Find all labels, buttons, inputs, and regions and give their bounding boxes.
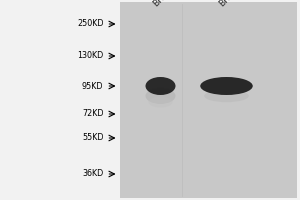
Text: 55KD: 55KD	[82, 134, 104, 142]
Text: 72KD: 72KD	[82, 110, 104, 118]
Ellipse shape	[146, 77, 176, 95]
Ellipse shape	[204, 90, 249, 102]
Ellipse shape	[146, 88, 176, 104]
Text: 250KD: 250KD	[77, 20, 104, 28]
Ellipse shape	[148, 97, 172, 108]
Text: Brain: Brain	[152, 0, 175, 8]
Text: 95KD: 95KD	[82, 82, 104, 90]
Text: 36KD: 36KD	[82, 170, 103, 178]
Text: Brain: Brain	[218, 0, 241, 8]
Text: 130KD: 130KD	[77, 51, 104, 60]
FancyBboxPatch shape	[120, 2, 297, 198]
Ellipse shape	[200, 77, 253, 95]
